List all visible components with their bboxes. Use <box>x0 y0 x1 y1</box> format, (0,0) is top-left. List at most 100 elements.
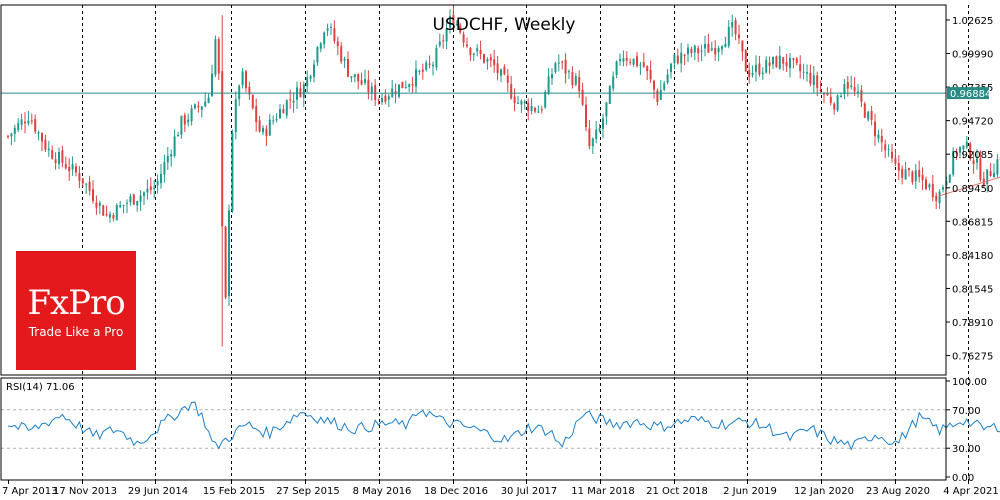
candle-body <box>537 111 540 113</box>
candle-body <box>54 159 57 164</box>
candle-body <box>428 63 431 65</box>
candle-body <box>850 85 853 87</box>
candle-body <box>211 73 213 97</box>
candle-body <box>799 64 802 72</box>
candle-body <box>972 160 975 164</box>
candle-body <box>459 25 462 33</box>
candle-body <box>336 41 339 47</box>
candle-body <box>102 205 105 216</box>
candle-body <box>404 86 407 88</box>
x-tick-label: 8 May 2016 <box>353 486 412 497</box>
candle-body <box>993 172 995 178</box>
candle-body <box>891 151 893 159</box>
candle-body <box>452 14 455 24</box>
rsi-y-tick-label: 0.00 <box>952 473 974 484</box>
candle-body <box>823 93 825 95</box>
x-tick-label: 21 Oct 2018 <box>646 486 708 497</box>
candle-body <box>309 75 312 79</box>
candle-body <box>741 40 744 52</box>
candle-body <box>20 119 23 125</box>
candle-body <box>24 121 26 124</box>
candle-body <box>605 102 608 117</box>
candle-body <box>727 26 730 47</box>
y-tick-label: 0.92085 <box>952 150 993 161</box>
candle-body <box>401 81 404 89</box>
candle-body <box>64 164 67 169</box>
candle-body <box>333 28 336 42</box>
candle-body <box>350 76 353 78</box>
candle-body <box>836 95 839 111</box>
candle-body <box>347 59 349 77</box>
candle-body <box>92 189 94 201</box>
candle-body <box>724 43 727 48</box>
candle-body <box>506 75 509 83</box>
x-tick-label: 12 Jan 2020 <box>794 486 854 497</box>
candle-body <box>772 57 774 65</box>
y-tick-label: 0.84180 <box>952 251 993 262</box>
candle-body <box>370 86 373 93</box>
candle-body <box>952 151 955 175</box>
candle-body <box>279 109 281 119</box>
candle-body <box>666 74 669 83</box>
candle-body <box>204 101 207 107</box>
candle-body <box>78 173 81 181</box>
candle-body <box>534 107 536 112</box>
candle-body <box>493 59 496 66</box>
candle-body <box>989 171 992 177</box>
candle-body <box>353 74 356 78</box>
candle-body <box>948 174 951 183</box>
candle-body <box>809 72 812 84</box>
candle-body <box>789 57 791 69</box>
candle-body <box>663 83 666 90</box>
candle-body <box>207 97 210 103</box>
candle-body <box>976 158 978 163</box>
candle-body <box>659 89 662 100</box>
candle-body <box>262 127 264 133</box>
candle-body <box>591 138 594 147</box>
candle-body <box>68 166 71 172</box>
candle-body <box>758 63 761 75</box>
candle-body <box>625 58 628 61</box>
candle-body <box>343 58 346 61</box>
candle-body <box>863 103 866 118</box>
x-tick-label: 4 Apr 2021 <box>943 486 998 497</box>
candle-body <box>938 191 941 204</box>
candle-body <box>231 132 234 212</box>
x-tick-label: 11 Mar 2018 <box>571 486 634 497</box>
candle-body <box>670 63 672 73</box>
candle-body <box>330 27 332 29</box>
candle-body <box>870 110 873 121</box>
candle-body <box>115 204 118 221</box>
candle-body <box>313 64 315 78</box>
candle-body <box>554 63 557 72</box>
candle-body <box>527 102 530 112</box>
candle-body <box>908 168 910 171</box>
candle-body <box>316 47 319 63</box>
candle-body <box>734 20 737 35</box>
candle-body <box>438 41 441 46</box>
candle-body <box>683 54 686 56</box>
candle-body <box>721 46 723 50</box>
candle-body <box>887 149 890 151</box>
candle-body <box>268 119 271 136</box>
candle-body <box>411 83 414 86</box>
candle-body <box>129 196 132 203</box>
candle-body <box>228 210 230 297</box>
candle-body <box>41 133 43 142</box>
candle-body <box>585 104 587 127</box>
candle-body <box>969 143 972 160</box>
candle-body <box>489 57 492 61</box>
candle-body <box>615 61 618 76</box>
candle-body <box>710 48 713 51</box>
candle-body <box>265 128 268 137</box>
candle-body <box>598 128 601 131</box>
candle-body <box>415 69 417 87</box>
candle-body <box>544 91 547 108</box>
chart-title: USDCHF, Weekly <box>433 15 576 35</box>
candle-body <box>918 169 921 177</box>
candle-body <box>381 98 383 103</box>
candle-body <box>258 120 261 132</box>
candle-body <box>755 64 757 72</box>
candle-body <box>418 70 421 72</box>
